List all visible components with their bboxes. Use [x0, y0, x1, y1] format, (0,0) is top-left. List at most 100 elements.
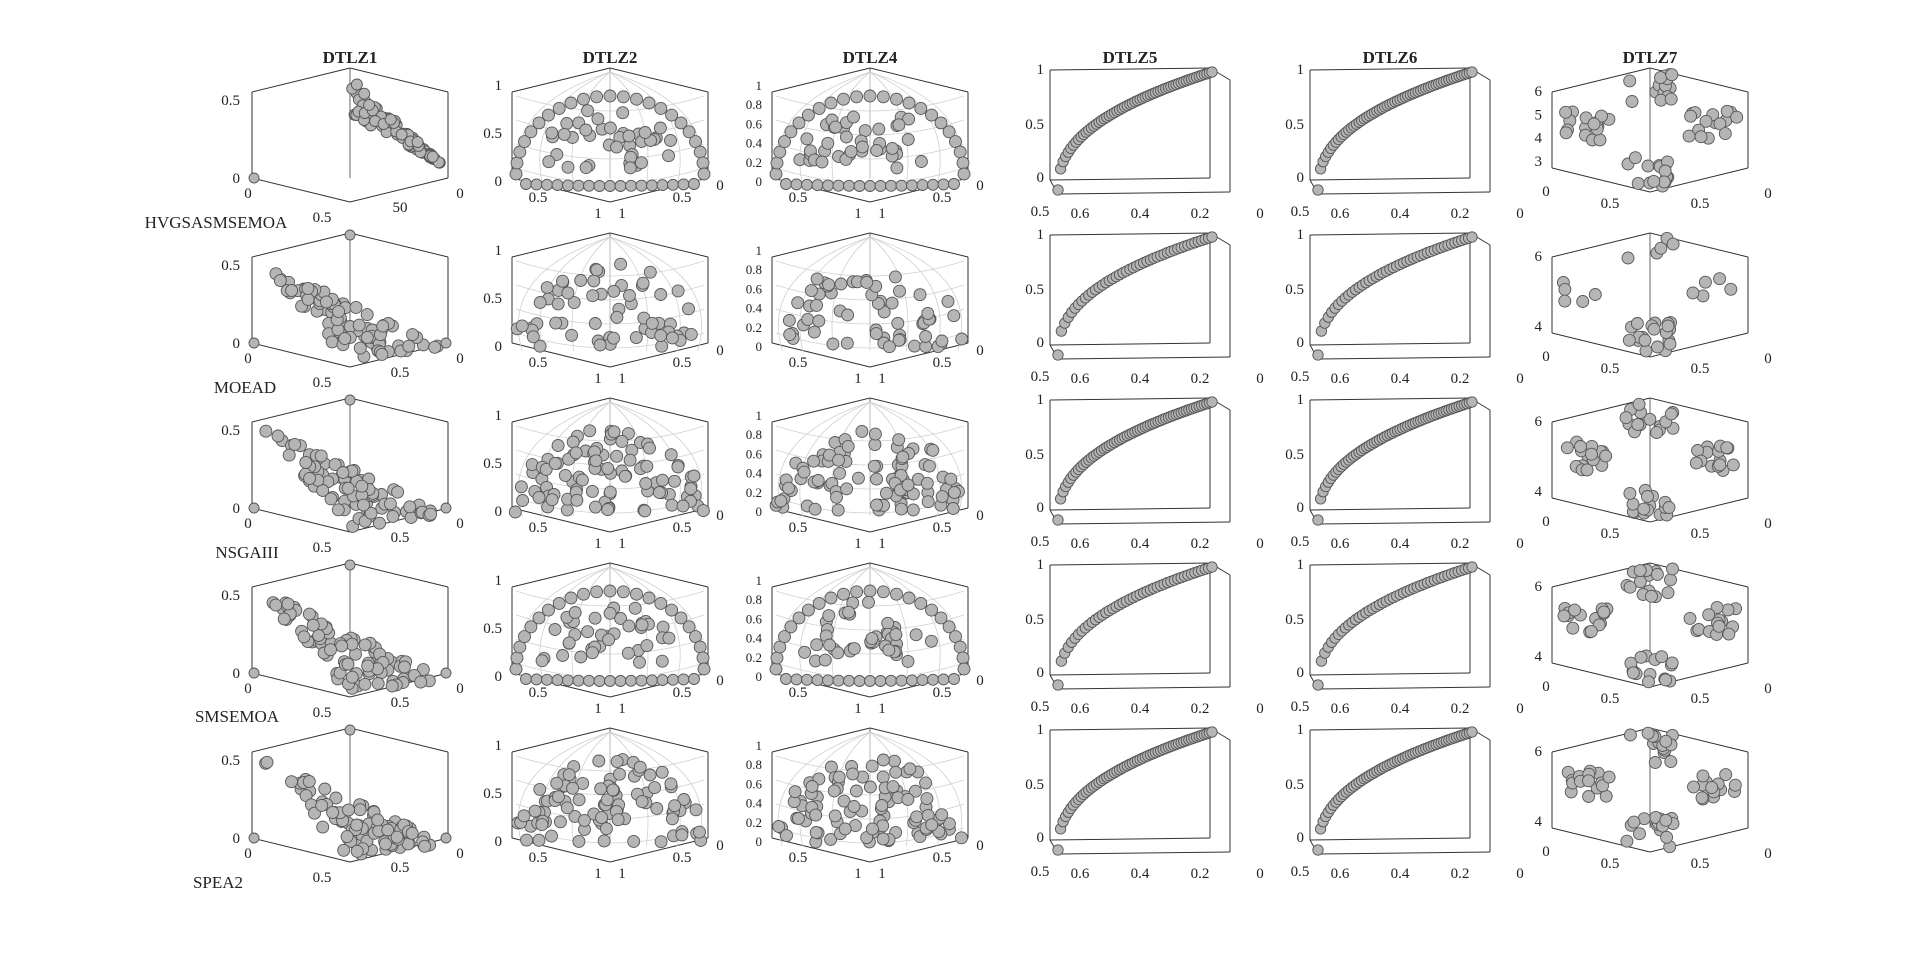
- tick-label: 0: [244, 186, 252, 202]
- data-point: [332, 305, 346, 319]
- data-point: [1661, 586, 1675, 600]
- tick-label: 0.2: [1451, 701, 1470, 717]
- tick-label: 0.6: [1071, 701, 1090, 717]
- tick-label: 1: [1297, 392, 1305, 408]
- axis-line: [1049, 562, 1211, 566]
- tick-label: 0: [1542, 184, 1550, 200]
- data-point: [593, 338, 607, 352]
- data-point: [1621, 251, 1635, 265]
- tick-label: 0.5: [483, 786, 502, 802]
- tick-label: 0: [976, 343, 984, 359]
- data-point: [572, 793, 586, 807]
- data-point: [1642, 675, 1655, 689]
- tick-label: 0.5: [391, 530, 410, 546]
- panel-hvgsasmsemoa-dtlz5: 1 0.5 0 0.5 0.6 0.4 0.2 0: [1025, 62, 1264, 222]
- data-point: [600, 793, 614, 807]
- panel-moead-dtlz7: 6 4 0 0.5 0.5 0: [1535, 231, 1772, 377]
- data-point: [526, 330, 540, 344]
- data-point: [925, 818, 939, 832]
- data-point: [379, 837, 392, 851]
- tick-label: 1: [756, 738, 763, 753]
- grid-line: [799, 236, 871, 352]
- data-point: [1466, 66, 1478, 78]
- tick-label: 4: [1535, 814, 1543, 830]
- tick-label: 0.5: [221, 93, 240, 109]
- data-point: [532, 116, 546, 130]
- data-point: [885, 179, 897, 192]
- tick-label: 0.2: [746, 320, 762, 335]
- tick-label: 1: [594, 371, 602, 387]
- tick-label: 0: [716, 178, 724, 194]
- axis-line: [511, 507, 611, 533]
- data-point: [653, 121, 667, 135]
- data-point: [540, 281, 554, 295]
- data-point: [352, 318, 366, 332]
- tick-label: 0.2: [1191, 866, 1210, 882]
- data-point: [925, 603, 939, 617]
- data-point: [510, 651, 524, 665]
- data-point: [1559, 126, 1573, 140]
- data-point: [1702, 608, 1716, 622]
- data-point: [906, 674, 918, 687]
- data-point: [642, 591, 656, 605]
- data-point: [589, 454, 603, 468]
- grid-line: [609, 236, 703, 352]
- data-point: [662, 631, 676, 645]
- tick-label: 0.6: [1071, 866, 1090, 882]
- data-point: [561, 160, 575, 174]
- axis-line: [1049, 837, 1211, 841]
- tick-label: 0.5: [673, 685, 692, 701]
- tick-label: 0: [976, 178, 984, 194]
- data-point: [589, 500, 602, 514]
- tick-label: 0.5: [391, 695, 410, 711]
- data-point: [595, 811, 609, 825]
- data-point: [350, 818, 364, 832]
- data-point: [302, 607, 316, 621]
- data-point: [689, 803, 703, 817]
- axis-line: [349, 562, 449, 588]
- data-point: [1631, 176, 1645, 190]
- data-point: [1582, 774, 1595, 788]
- tick-label: 0.5: [483, 621, 502, 637]
- data-point: [901, 478, 915, 492]
- data-point: [791, 296, 805, 310]
- data-point: [864, 180, 876, 192]
- data-point: [801, 673, 813, 686]
- data-point: [841, 308, 855, 322]
- data-point: [788, 785, 802, 799]
- data-point: [881, 616, 895, 630]
- axis-line: [1057, 521, 1231, 525]
- data-point: [539, 462, 553, 476]
- panel-spea2-dtlz4: 10.80.60.40.200.51 10.50: [746, 727, 984, 882]
- data-point: [1664, 407, 1678, 421]
- data-point: [610, 140, 624, 154]
- data-point: [349, 300, 363, 314]
- data-point: [625, 674, 637, 687]
- data-point: [635, 795, 649, 809]
- data-point: [269, 598, 283, 612]
- data-point: [342, 803, 355, 817]
- data-point: [248, 502, 260, 514]
- data-point: [542, 155, 556, 169]
- data-point: [780, 673, 792, 685]
- tick-label: 0.5: [1291, 534, 1310, 550]
- data-point: [314, 449, 328, 463]
- data-point: [561, 286, 575, 300]
- tick-label: 0.2: [1451, 536, 1470, 552]
- data-point: [583, 674, 595, 687]
- data-point: [508, 505, 522, 519]
- data-point: [616, 106, 630, 120]
- data-point: [628, 601, 642, 615]
- data-point: [335, 639, 349, 653]
- data-point: [638, 126, 652, 139]
- data-point: [1558, 282, 1572, 296]
- data-point: [927, 178, 939, 191]
- tick-label: 0: [456, 186, 464, 202]
- column-title-dtlz5: DTLZ5: [1103, 48, 1158, 67]
- data-point: [509, 167, 523, 181]
- tick-label: 0: [716, 343, 724, 359]
- data-point: [1052, 184, 1064, 196]
- data-point: [331, 503, 345, 517]
- data-point: [831, 646, 845, 660]
- data-point: [562, 674, 574, 687]
